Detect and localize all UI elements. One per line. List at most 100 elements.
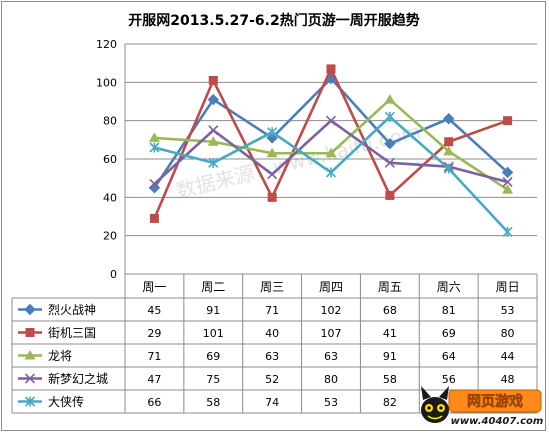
data-point-square <box>326 64 336 74</box>
x-category-label: 周一 <box>142 280 166 294</box>
y-tick-label: 80 <box>103 115 117 128</box>
data-point-x <box>208 125 219 136</box>
table-value: 58 <box>206 396 220 409</box>
data-point-x <box>384 157 395 168</box>
series-2 <box>149 64 513 223</box>
legend-series-name: 大侠传 <box>48 394 84 409</box>
legend-series-name: 街机三国 <box>48 326 96 340</box>
table-value: 53 <box>324 396 338 409</box>
x-category-label: 周日 <box>496 280 520 294</box>
x-category-label: 周五 <box>378 280 402 294</box>
data-point-diamond <box>148 182 161 194</box>
table-value: 63 <box>265 350 279 363</box>
logo-brand-text: 网页游戏 <box>467 393 523 410</box>
table-value: 71 <box>147 350 161 363</box>
y-tick-label: 100 <box>96 76 117 89</box>
y-tick-label: 0 <box>110 268 117 281</box>
table-value: 71 <box>265 304 279 317</box>
data-point-square <box>503 116 513 126</box>
data-point-triangle <box>384 94 396 104</box>
legend-row-4 <box>18 373 42 384</box>
chart-title: 开服网2013.5.27-6.2热门页游一周开服趋势 <box>128 12 419 29</box>
site-logo: 网页游戏 www.40407.com <box>421 386 543 427</box>
legend-series-name: 新梦幻之城 <box>48 371 108 386</box>
table-value: 68 <box>383 304 397 317</box>
table-value: 58 <box>383 373 397 386</box>
data-point-diamond <box>207 93 219 106</box>
table-value: 80 <box>501 327 515 340</box>
table-value: 91 <box>383 350 397 363</box>
table-value: 64 <box>442 350 456 363</box>
data-point-star <box>149 142 160 153</box>
table-value: 75 <box>206 373 220 386</box>
data-point-square <box>267 192 277 202</box>
data-point-star <box>267 127 278 138</box>
data-point-star <box>24 396 36 407</box>
legend-series-name: 龙将 <box>48 349 72 363</box>
y-tick-label: 20 <box>103 230 117 243</box>
table-value: 107 <box>321 327 342 340</box>
table-value: 45 <box>147 304 161 317</box>
legend-row-5 <box>18 396 42 407</box>
table-value: 63 <box>324 350 338 363</box>
table-value: 40 <box>265 327 279 340</box>
data-point-star <box>502 226 513 237</box>
data-point-square <box>25 328 35 337</box>
table-value: 47 <box>147 373 161 386</box>
y-tick-label: 40 <box>103 191 117 204</box>
data-point-x <box>24 373 36 384</box>
legend-row-1 <box>18 303 42 316</box>
data-point-triangle <box>148 132 160 142</box>
table-value: 69 <box>206 350 220 363</box>
data-point-star <box>325 167 337 178</box>
table-value: 81 <box>442 304 456 317</box>
y-tick-label: 120 <box>96 38 117 51</box>
data-point-triangle <box>325 147 337 158</box>
series-3 <box>148 94 514 194</box>
table-value: 80 <box>324 373 338 386</box>
data-point-x <box>502 176 513 188</box>
data-point-triangle <box>443 145 455 156</box>
x-category-label: 周四 <box>319 280 343 294</box>
data-point-square <box>208 75 218 85</box>
data-point-x <box>325 115 337 126</box>
table-value: 53 <box>501 304 515 317</box>
table-value: 44 <box>501 350 515 363</box>
table-value: 74 <box>265 396 279 409</box>
data-point-triangle <box>207 136 219 146</box>
table-value: 52 <box>265 373 279 386</box>
logo-url-text: www.40407.com <box>451 416 543 427</box>
x-category-label: 周二 <box>201 280 225 294</box>
table-value: 69 <box>442 327 456 340</box>
data-point-star <box>384 111 395 122</box>
data-point-star <box>443 163 454 174</box>
data-point-triangle <box>24 350 36 360</box>
table-value: 66 <box>147 396 161 409</box>
data-point-diamond <box>443 113 455 125</box>
mascot-icon <box>421 386 449 423</box>
legend-series-name: 烈火战神 <box>48 303 96 317</box>
legend-row-3 <box>18 350 42 360</box>
table-value: 82 <box>383 396 397 409</box>
legend-row-2 <box>18 328 42 337</box>
series-5 <box>149 111 513 237</box>
table-value: 48 <box>501 373 515 386</box>
x-category-label: 周三 <box>260 280 284 294</box>
data-point-triangle <box>502 184 514 194</box>
data-point-diamond <box>501 166 514 179</box>
data-point-square <box>444 137 454 147</box>
data-point-x <box>267 169 278 180</box>
data-point-diamond <box>384 137 396 150</box>
data-point-square <box>149 213 159 223</box>
x-category-label: 周六 <box>437 280 461 294</box>
data-point-triangle <box>266 147 278 158</box>
table-value: 102 <box>321 304 342 317</box>
data-point-diamond <box>24 303 36 316</box>
table-value: 91 <box>206 304 220 317</box>
data-point-square <box>385 190 395 200</box>
table-value: 56 <box>442 373 456 386</box>
data-point-x <box>149 178 160 189</box>
table-value: 29 <box>147 327 161 340</box>
data-point-star <box>208 157 219 168</box>
